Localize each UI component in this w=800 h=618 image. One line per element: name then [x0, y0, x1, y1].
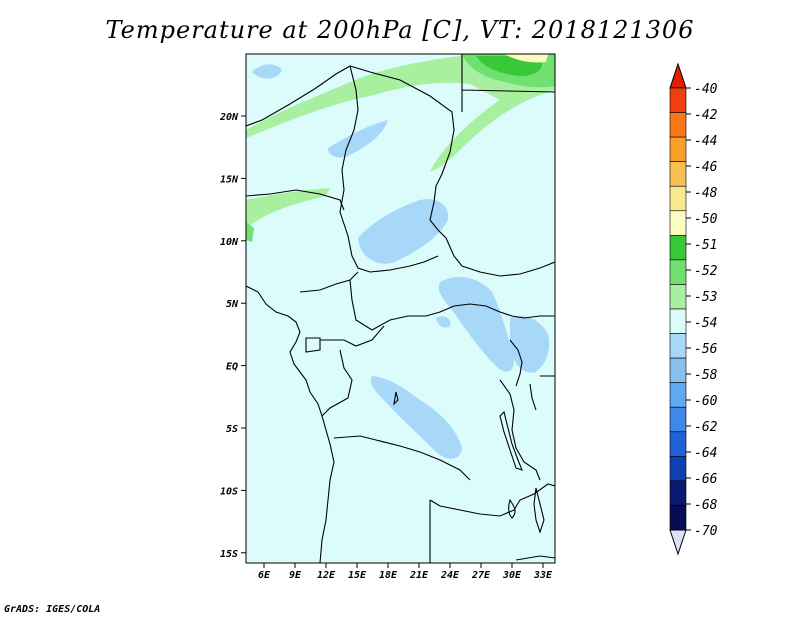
colorbar-swatch: [669, 308, 687, 334]
colorbar: -40 -42 -44 -46 -48 -50 -51 -52 -53 -54 -56 -58 -60 -…: [669, 62, 718, 556]
temperature-shading: [246, 54, 555, 459]
cold-patch-small-2: [414, 210, 432, 226]
colorbar-label: -62: [694, 420, 718, 435]
map-background: [246, 54, 555, 563]
cold-patch-south: [370, 376, 462, 459]
colorbar-label: -70: [694, 524, 718, 539]
colorbar-swatch: [669, 357, 687, 383]
border-9: [333, 435, 471, 481]
lon-tick-label: 30E: [502, 570, 522, 581]
colorbar-label: -60: [694, 394, 718, 409]
colorbar-swatch: [669, 136, 687, 162]
lon-tick-label: 12E: [317, 570, 336, 581]
lat-tick-label: 5N: [226, 299, 239, 310]
cold-patch-small-1: [436, 316, 451, 328]
lon-tick-label: 33E: [533, 570, 553, 581]
country-borders: [246, 54, 555, 563]
colorbar-swatch: [669, 505, 687, 531]
lon-tick-label: 9E: [289, 570, 302, 581]
colorbar-label: -46: [694, 160, 718, 175]
axis-ticks: 6E 9E 12E 15E 18E 21E 24E 27E 30E 33E 20N 15N 10N 5N E…: [219, 112, 553, 581]
lon-tick-label: 18E: [379, 570, 398, 581]
colorbar-label: -44: [694, 134, 717, 149]
cold-patch-central-2: [438, 277, 514, 372]
coastline-west: [246, 285, 335, 563]
border-8: [321, 349, 353, 417]
colorbar-swatch: [669, 480, 687, 506]
river-1: [508, 498, 516, 519]
cold-patch-north: [328, 120, 388, 158]
colorbar-swatch: [669, 284, 687, 310]
warm-band-north: [246, 54, 555, 172]
border-3: [246, 189, 345, 211]
colorbar-swatch: [669, 161, 687, 187]
colorbar-swatch: [669, 259, 687, 285]
lon-tick-label: 21E: [409, 570, 429, 581]
colorbar-swatch: [669, 87, 687, 113]
colorbar-swatch: [669, 333, 687, 359]
border-11: [429, 483, 555, 517]
colorbar-swatch: [669, 112, 687, 138]
colorbar-swatch: [669, 431, 687, 457]
warm-patch-west: [246, 222, 254, 242]
border-10: [499, 379, 541, 481]
colorbar-top-arrow: [669, 62, 687, 89]
colorbar-swatch: [669, 235, 687, 261]
lon-tick-label: 24E: [440, 570, 460, 581]
lat-tick-label: 10S: [220, 486, 238, 497]
lat-tick-label: 15N: [220, 174, 239, 185]
lon-tick-label: 27E: [471, 570, 491, 581]
colorbar-label: -51: [694, 238, 717, 253]
cold-patch-lakes: [510, 315, 550, 373]
border-6: [305, 337, 321, 353]
colorbar-label: -42: [694, 108, 718, 123]
lat-tick-label: 10N: [220, 237, 239, 248]
lake-malawi: [533, 487, 545, 534]
colorbar-swatch: [669, 210, 687, 236]
lon-tick-label: 15E: [348, 570, 367, 581]
warm-band-west: [246, 188, 330, 228]
colorbar-label: -68: [694, 498, 718, 513]
colorbar-label: -50: [694, 212, 718, 227]
colorbar-label: -48: [694, 186, 718, 201]
island-1: [393, 391, 399, 406]
colorbar-label: -64: [694, 446, 717, 461]
colorbar-swatch: [669, 406, 687, 433]
border-4: [299, 271, 359, 293]
border-2: [339, 65, 439, 273]
lon-tick-label: 6E: [258, 570, 271, 581]
map-frame: [245, 53, 556, 564]
colorbar-label: -53: [694, 290, 717, 305]
colorbar-swatch: [669, 185, 687, 212]
coast-east-1: [515, 555, 555, 561]
colorbar-swatch: [669, 382, 687, 408]
lat-tick-label: EQ: [226, 362, 238, 373]
colorbar-swatch: [669, 456, 687, 482]
border-1: [246, 65, 555, 277]
colorbar-label: -56: [694, 342, 718, 357]
colorbar-bottom-arrow: [669, 529, 687, 556]
colorbar-label: -52: [694, 264, 718, 279]
border-lakes: [509, 339, 555, 411]
lat-tick-label: 20N: [219, 112, 239, 123]
colorbar-label: -40: [694, 82, 718, 97]
lat-tick-label: 5S: [226, 424, 238, 435]
colorbar-label: -54: [694, 316, 717, 331]
border-13: [461, 54, 555, 112]
colorbar-label: -58: [694, 368, 718, 383]
colorbar-label: -66: [694, 472, 718, 487]
light-patch-ne: [504, 54, 548, 63]
border-5: [349, 279, 555, 331]
lake-tanganyika: [499, 410, 523, 471]
cold-patch-nw: [252, 64, 282, 79]
grads-credit: GrADS: IGES/COLA: [4, 604, 101, 615]
border-7: [320, 325, 385, 347]
map-title: Temperature at 200hPa [C], VT: 201812130…: [105, 16, 695, 44]
lat-tick-label: 15S: [220, 549, 238, 560]
